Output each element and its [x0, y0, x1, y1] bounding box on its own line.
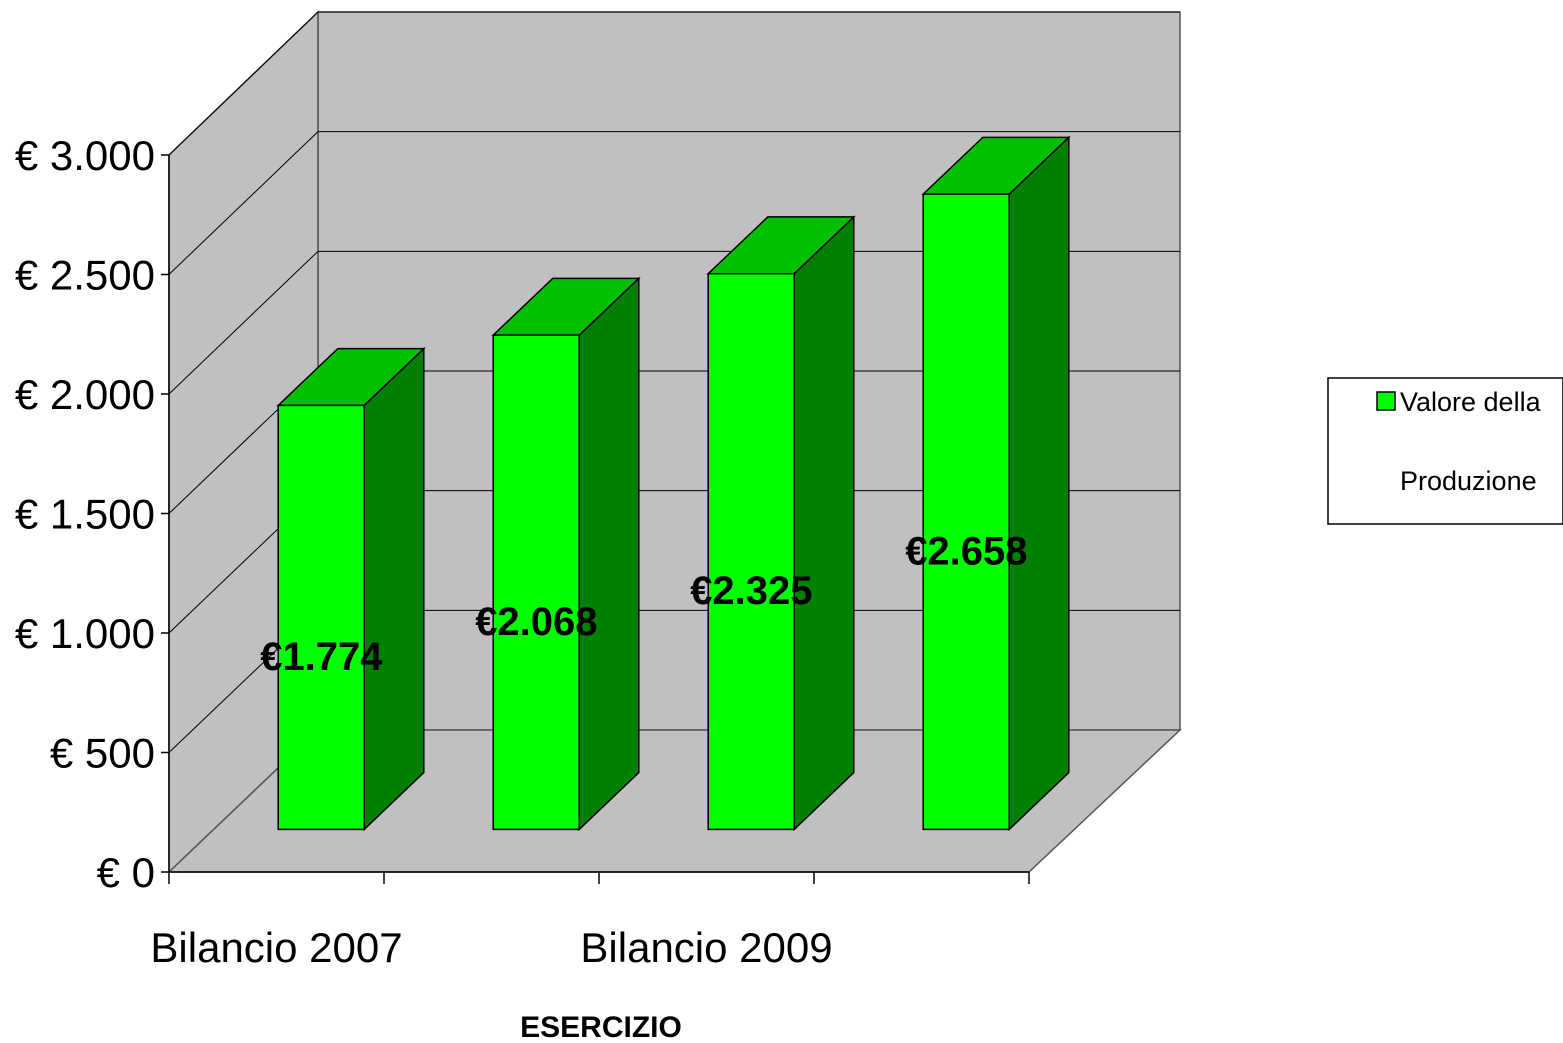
legend-label-line1: Valore della [1400, 387, 1542, 417]
x-tick-label: Bilancio 2007 [150, 924, 402, 971]
y-tick-label: € 1.000 [15, 610, 155, 657]
y-tick-label: € 1.500 [15, 491, 155, 538]
data-label: €2.658 [905, 529, 1027, 573]
bar-side [1008, 135, 1070, 832]
x-tick-label: Bilancio 2009 [580, 924, 832, 971]
bar-front [277, 404, 365, 831]
data-label: €2.325 [690, 569, 812, 613]
bar [706, 215, 856, 832]
bar-front [922, 193, 1010, 831]
bar [491, 276, 641, 832]
bar-side [578, 276, 640, 832]
bars [276, 135, 1071, 832]
x-axis-ticks: Bilancio 2007 Bilancio 2009 [150, 872, 1030, 971]
bar-side [363, 346, 425, 832]
legend-label-line2: Produzione [1400, 466, 1537, 496]
data-label: €1.774 [260, 635, 383, 679]
bar-front [492, 334, 580, 831]
y-tick-label: € 500 [50, 730, 155, 777]
gridline [168, 250, 1180, 395]
bar [921, 135, 1071, 832]
legend-swatch [1376, 391, 1396, 411]
data-label: €2.068 [475, 600, 597, 644]
y-axis-ticks: € 0 € 500 € 1.000 € 1.500 € 2.000 € 2.500 € 3.… [15, 132, 169, 896]
gridline [168, 131, 1180, 275]
gridline [168, 11, 1180, 156]
y-tick-label: € 2.500 [15, 252, 155, 299]
legend: Valore della Produzione [1327, 377, 1563, 525]
y-tick-label: € 0 [97, 849, 155, 896]
bar [276, 346, 426, 832]
bar-front [707, 272, 795, 831]
bar-side [793, 215, 855, 832]
y-tick-label: € 3.000 [15, 132, 155, 179]
x-axis-title: ESERCIZIO [520, 1011, 682, 1043]
legend-box [1327, 377, 1563, 525]
data-labels: €1.774 €2.068 €2.325 €2.658 [260, 529, 1027, 679]
y-tick-label: € 2.000 [15, 371, 155, 418]
